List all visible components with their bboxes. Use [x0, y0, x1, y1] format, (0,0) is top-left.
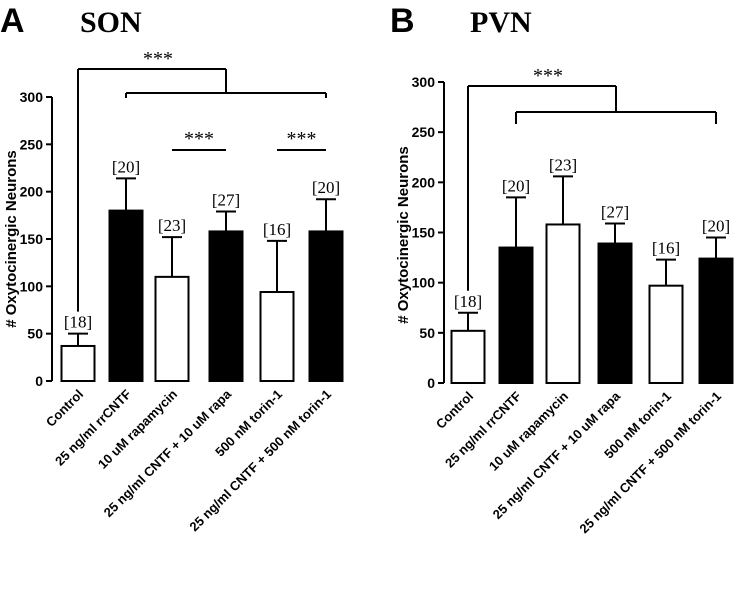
sig-label: *** [143, 48, 173, 70]
bar [259, 291, 295, 382]
bar [597, 242, 633, 384]
n-label: [20] [502, 176, 530, 195]
n-label: [23] [549, 155, 577, 174]
category-label: Control [43, 387, 86, 430]
bar [108, 209, 144, 382]
panel-a: A SON 0 50 100 150 200 250 300 # Oxytocinergic Ne… [0, 2, 344, 534]
y-tick-label: 250 [20, 136, 44, 152]
n-label: [20] [112, 157, 140, 176]
y-tick-label: 300 [412, 74, 436, 90]
panel-letter: A [0, 2, 25, 40]
sig-label: *** [287, 128, 317, 150]
n-label: [20] [312, 178, 340, 197]
panel-letter: B [390, 2, 415, 40]
y-tick-label: 150 [412, 225, 436, 241]
n-label: [20] [702, 217, 730, 236]
n-label: [16] [263, 220, 291, 239]
n-label: [18] [64, 313, 92, 332]
y-tick-label: 200 [412, 174, 436, 190]
sig-label: *** [533, 65, 563, 87]
n-label: [16] [652, 239, 680, 258]
y-tick-label: 250 [412, 124, 436, 140]
panel-b: B PVN 0 50 100 150 200 250 300 # Oxytocinergic Ne… [390, 2, 734, 536]
y-tick-label: 150 [20, 231, 44, 247]
y-tick-label: 100 [20, 278, 44, 294]
bar [545, 223, 581, 384]
bar [450, 329, 486, 384]
bar [208, 230, 244, 382]
y-tick-label: 0 [35, 373, 43, 389]
y-tick-label: 100 [412, 275, 436, 291]
bar [698, 257, 734, 384]
y-tick-label: 50 [27, 326, 43, 342]
bar [648, 284, 684, 384]
y-tick-label: 50 [419, 325, 435, 341]
bar [154, 275, 190, 382]
y-tick-label: 300 [20, 89, 44, 105]
panel-title: SON [80, 6, 142, 39]
y-tick-label: 0 [427, 375, 435, 391]
category-label: Control [433, 389, 476, 432]
y-axis-label: # Oxytocinergic Neurons [3, 150, 20, 328]
bar [308, 230, 344, 382]
n-label: [23] [158, 216, 186, 235]
y-axis-label: # Oxytocinergic Neurons [395, 146, 412, 324]
n-label: [27] [212, 191, 240, 210]
panel-title: PVN [470, 6, 532, 39]
bar [498, 246, 534, 384]
n-label: [27] [601, 202, 629, 221]
y-tick-label: 200 [20, 184, 44, 200]
sig-label: *** [184, 128, 214, 150]
bar [60, 344, 96, 382]
n-label: [18] [454, 292, 482, 311]
